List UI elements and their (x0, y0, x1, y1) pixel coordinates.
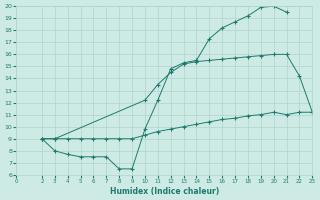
X-axis label: Humidex (Indice chaleur): Humidex (Indice chaleur) (110, 187, 219, 196)
